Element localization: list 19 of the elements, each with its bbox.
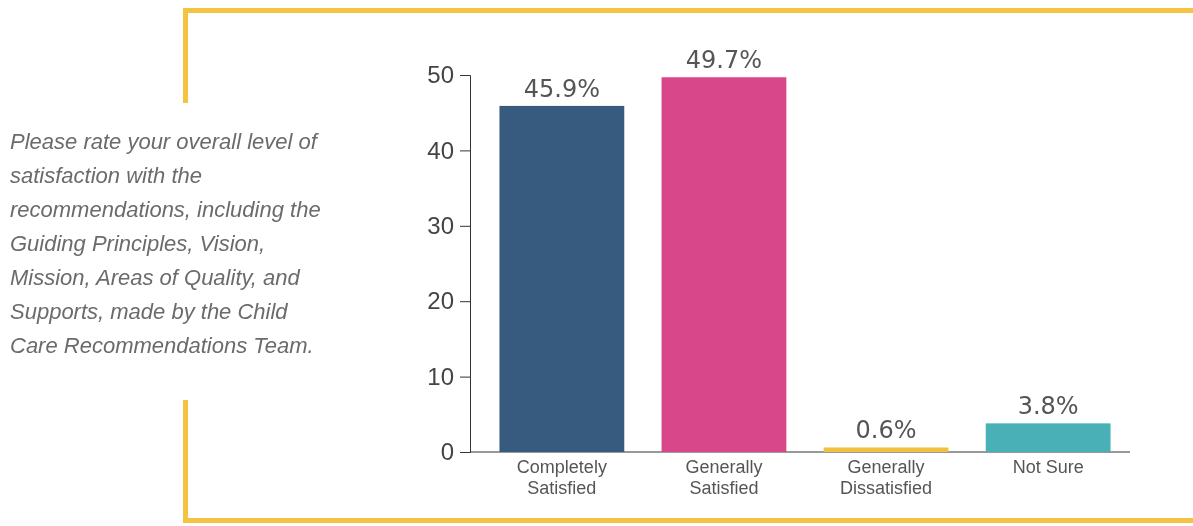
bar — [499, 105, 625, 452]
data-label: 49.7% — [685, 46, 763, 75]
data-label: 45.9% — [523, 74, 600, 103]
y-tick-label: 10 — [427, 362, 454, 390]
bar — [661, 77, 787, 452]
x-tick-label: Completely Satisfied — [516, 456, 607, 499]
y-tick-label: 30 — [427, 211, 454, 239]
text: Please rate your overall level of satisfaction with the recommendations, including the Guiding Principles, Vision, Mission, Areas of Quality, and Supports, made by the Child Care Recommendations Team. — [10, 128, 322, 360]
x-tick-label: Generally Satisfied — [685, 456, 763, 499]
bar — [985, 423, 1111, 452]
y-tick-label: 0 — [440, 438, 454, 466]
y-tick-label: 20 — [427, 287, 454, 315]
x-tick-label: Generally Dissatisfied — [840, 456, 933, 499]
y-tick-label: 50 — [427, 61, 454, 89]
y-tick-label: 40 — [427, 136, 454, 164]
data-label: 0.6% — [855, 416, 917, 445]
bar — [823, 447, 949, 452]
data-label: 3.8% — [1017, 392, 1079, 421]
x-tick-label: Not Sure — [1012, 456, 1084, 477]
